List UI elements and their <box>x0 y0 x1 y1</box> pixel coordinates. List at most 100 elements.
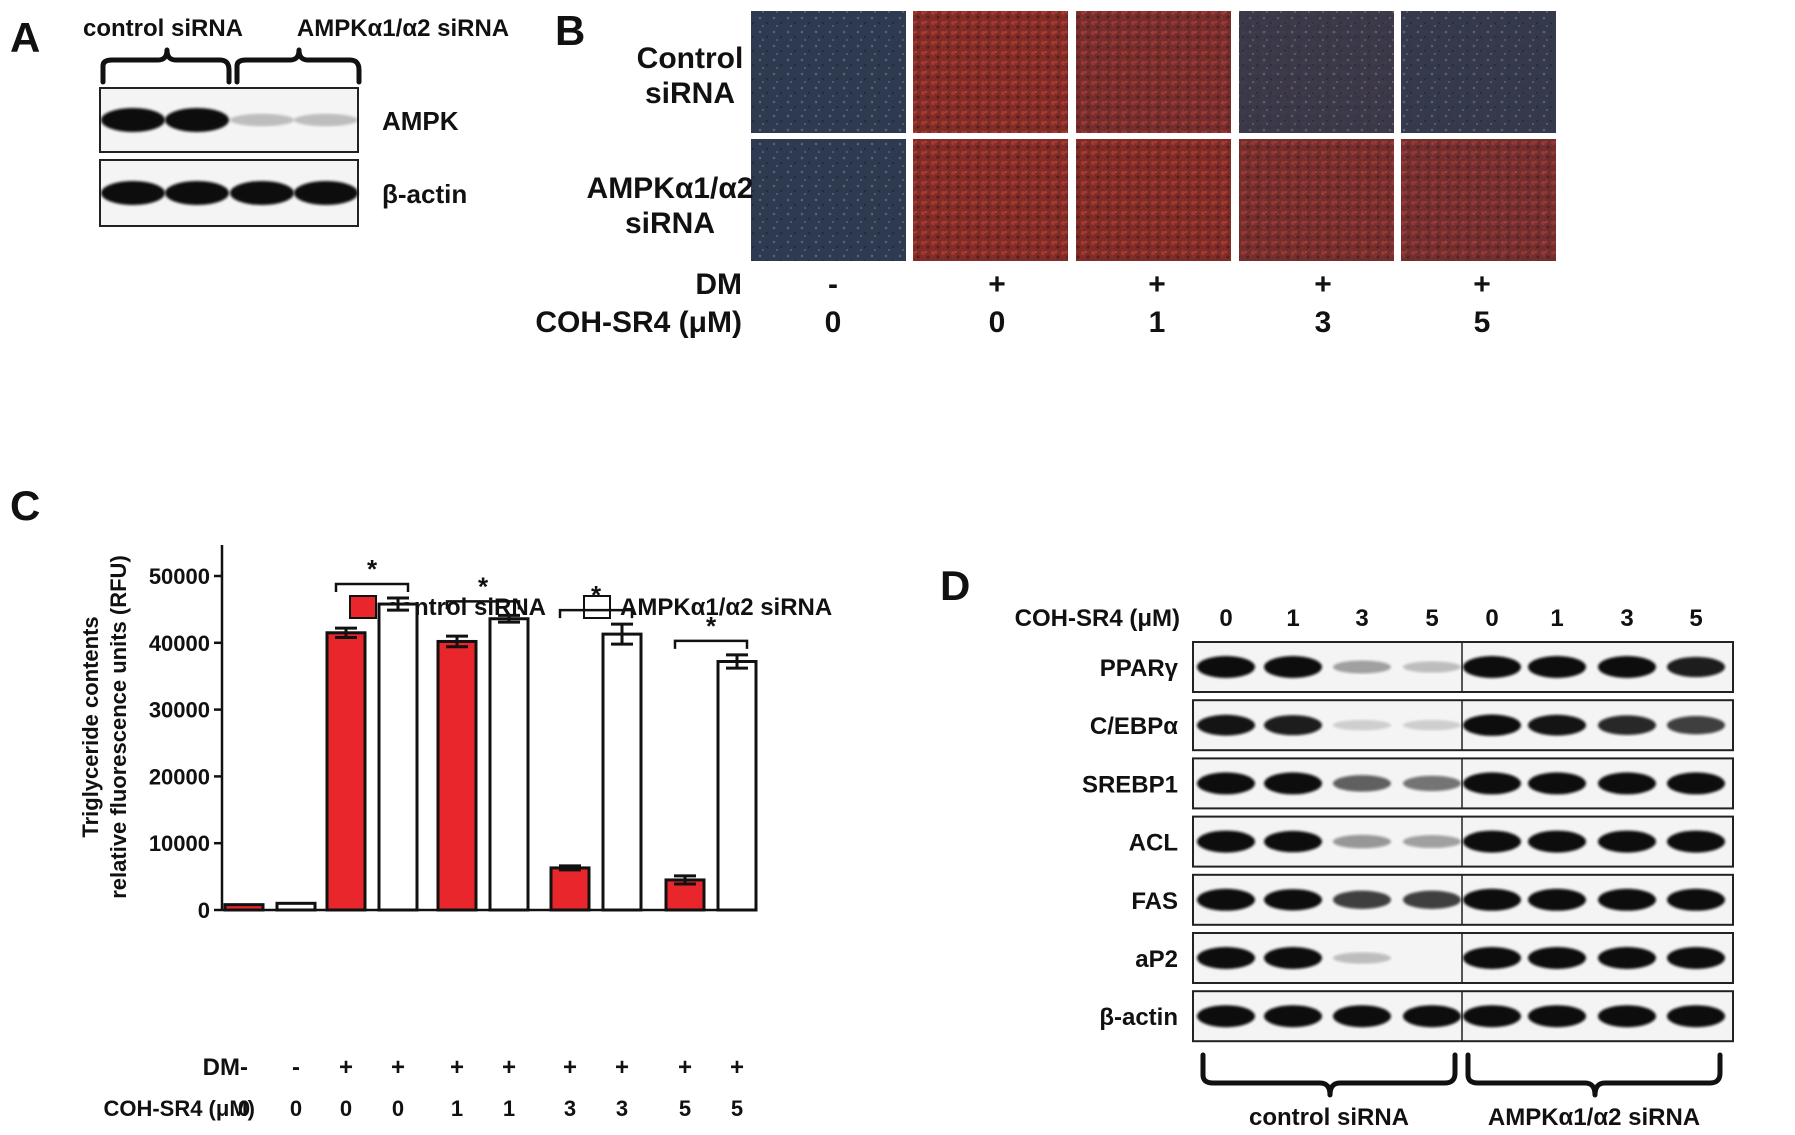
panel-d-band <box>1667 888 1725 911</box>
panel-d-blot-label: aP2 <box>1135 946 1178 973</box>
panel-a-blot-label: AMPK <box>382 106 459 136</box>
chart-dm-value: + <box>502 1054 516 1081</box>
panel-a-band <box>230 181 294 205</box>
panel-d-band <box>1403 720 1461 731</box>
chart-coh-value: 5 <box>679 1096 691 1121</box>
panel-a-band <box>230 113 294 127</box>
chart-dm-value: - <box>240 1054 248 1081</box>
panel-b-micrograph <box>1074 137 1233 263</box>
panel-d-band <box>1463 772 1521 795</box>
y-tick-label: 30000 <box>149 698 210 723</box>
panel-d-band <box>1463 830 1521 853</box>
panel-b-coh-value: 5 <box>1474 306 1491 339</box>
panel-b-dm-value: - <box>828 268 838 301</box>
panel-b-coh-label: COH-SR4 (μM) <box>535 306 742 339</box>
significance-star: * <box>478 571 489 601</box>
panel-d-band <box>1403 661 1461 673</box>
panel-b-row1-label-line2: siRNA <box>645 77 735 110</box>
panel-d-band <box>1333 660 1391 674</box>
panel-d-band <box>1333 834 1391 849</box>
y-tick-label: 20000 <box>149 764 210 789</box>
panel-b-micrograph <box>911 137 1070 263</box>
panel-d-band <box>1197 772 1255 795</box>
panel-d-band <box>1667 947 1725 969</box>
panel-a-blot-label: β-actin <box>382 179 467 209</box>
panel-d-band <box>1528 656 1586 678</box>
panel-b-conditions: - + + + +0 0 1 3 5 <box>825 268 1491 339</box>
panel-d-band <box>1528 772 1586 795</box>
bar-control-siRNA <box>325 631 367 912</box>
panel-d-band <box>1403 890 1461 909</box>
panel-d-blot-label: FAS <box>1131 888 1178 915</box>
panel-b-micrograph <box>749 9 908 135</box>
panel-d-band <box>1333 890 1391 909</box>
panel-b-row2-label-line1: AMPKα1/α2 <box>587 172 754 205</box>
panel-d-band <box>1264 889 1322 911</box>
chart-dm-value: + <box>391 1054 405 1081</box>
panel-d-blot-label: ACL <box>1129 830 1178 857</box>
panel-d-band <box>1264 1005 1322 1028</box>
panel-d-coh-value: 1 <box>1550 605 1563 632</box>
panel-b-coh-value: 1 <box>1149 306 1166 339</box>
chart-dm-value: + <box>339 1054 353 1081</box>
panel-d-band <box>1463 888 1521 911</box>
panel-d-band <box>1197 1005 1255 1028</box>
y-tick-label: 40000 <box>149 631 210 656</box>
bar-control-siRNA <box>223 903 265 912</box>
chart-coh-value: 3 <box>564 1096 576 1121</box>
panel-d-band <box>1598 715 1656 735</box>
y-tick-label: 50000 <box>149 564 210 589</box>
panel-b-micrograph <box>749 137 908 263</box>
panel-b-micrograph <box>1399 137 1558 263</box>
chart-coh-value: 0 <box>392 1096 404 1121</box>
panel-d-coh-value: 3 <box>1620 605 1633 632</box>
panel-d-band <box>1528 1005 1586 1028</box>
panel-d-band <box>1197 830 1255 853</box>
panel-a-letter: A <box>10 14 40 61</box>
significance-star: * <box>591 580 602 610</box>
chart-dm-value: + <box>450 1054 464 1081</box>
panel-b-micrograph <box>1237 137 1396 263</box>
panel-d-band <box>1598 1005 1656 1028</box>
panel-d-band <box>1403 1005 1461 1028</box>
panel-d-band <box>1333 720 1391 731</box>
panel-d-band <box>1333 775 1391 792</box>
bar-ampk-siRNA <box>601 632 643 912</box>
panel-d-band <box>1528 830 1586 853</box>
panel-d-band <box>1197 947 1255 969</box>
panel-a: A control siRNA AMPKα1/α2 siRNA AMPK β-ac… <box>10 14 509 227</box>
panel-a-band <box>101 181 165 205</box>
panel-d-band <box>1528 947 1586 969</box>
y-tick-label: 0 <box>198 898 210 923</box>
chart-coh-value: 1 <box>451 1096 463 1121</box>
panel-d-band <box>1264 830 1322 853</box>
panel-d-band <box>1598 947 1656 969</box>
chart-coh-value: 0 <box>340 1096 352 1121</box>
panel-d-band <box>1403 775 1461 792</box>
panel-a-band <box>101 108 165 132</box>
panel-d-band <box>1667 1005 1725 1028</box>
panel-d-band <box>1264 715 1322 736</box>
bar-ampk-siRNA <box>275 901 317 912</box>
panel-d-band <box>1264 947 1322 969</box>
chart-coh-value: 0 <box>238 1096 250 1121</box>
panel-b: B Control siRNA AMPKα1/α2 siRNA DM COH-S… <box>535 7 1558 339</box>
significance-bracket <box>558 608 634 619</box>
panel-d-band <box>1528 888 1586 911</box>
significance-bracket <box>334 582 410 593</box>
panel-a-group-ampk-label: AMPKα1/α2 siRNA <box>297 15 509 42</box>
panel-b-micrograph <box>911 9 1070 135</box>
bar-ampk-siRNA <box>377 602 419 912</box>
panel-d-band <box>1598 656 1656 678</box>
panel-b-micrograph <box>1399 9 1558 135</box>
significance-bracket <box>673 639 749 649</box>
panel-d-coh-value: 1 <box>1286 605 1299 632</box>
panel-d-band <box>1463 947 1521 969</box>
panel-d-blots: 0 1 3 5 0 1 3 5 PPARγ C/EBPα SREBP1 ACL FAS aP2 β-acti… <box>1082 605 1734 1043</box>
panel-d-blot-label: C/EBPα <box>1090 713 1178 740</box>
panel-a-band <box>165 108 229 132</box>
chart-coh-value: 1 <box>503 1096 515 1121</box>
panel-d-brace-control <box>1200 1052 1458 1098</box>
panel-b-row2-label-line2: siRNA <box>625 207 715 240</box>
panel-c: C Triglyceride contents relative fluores… <box>10 482 832 1121</box>
